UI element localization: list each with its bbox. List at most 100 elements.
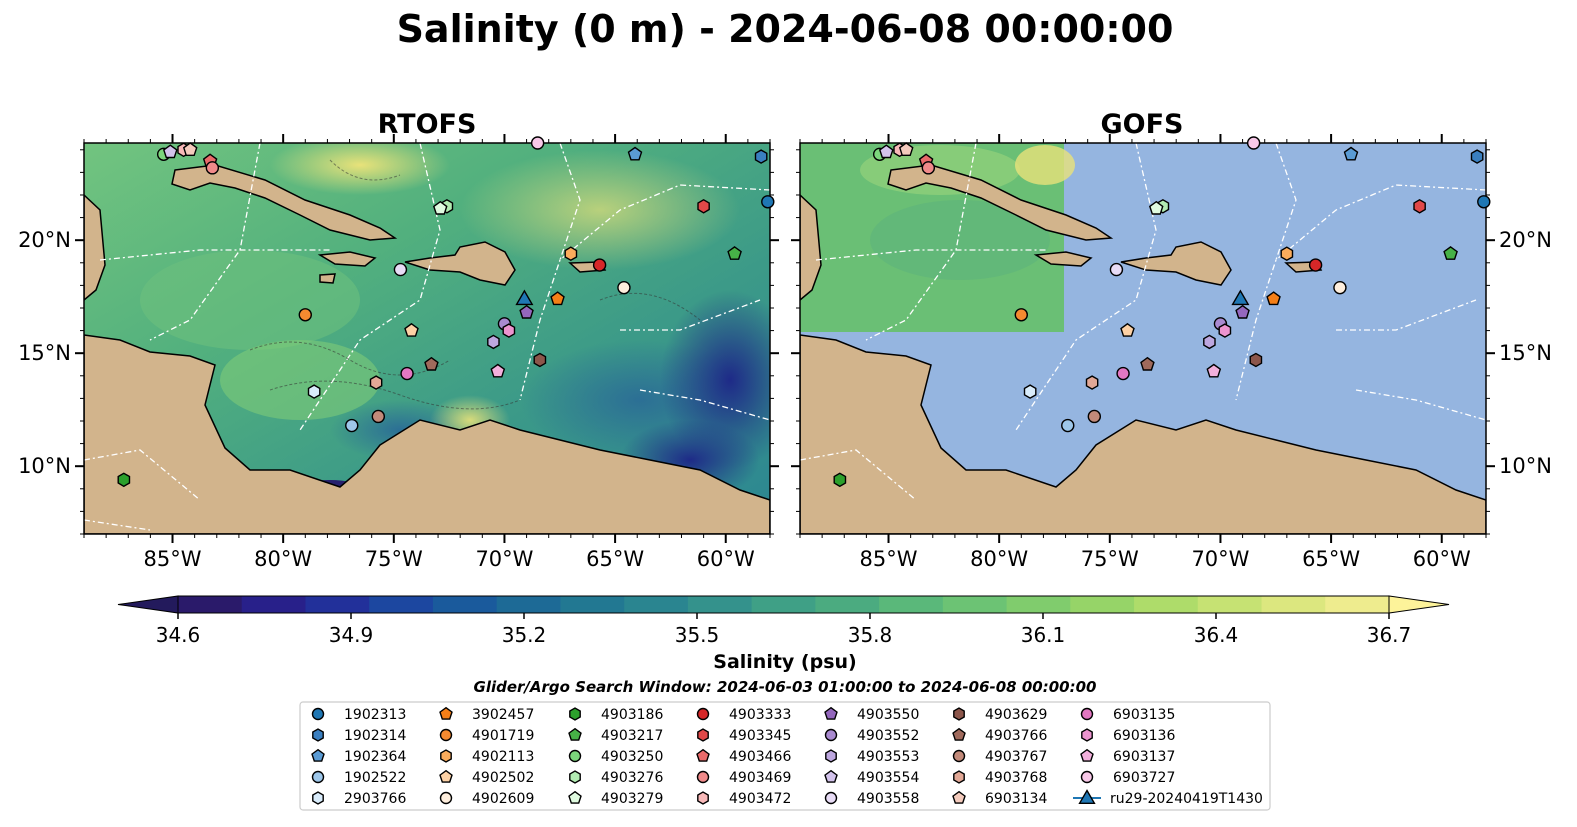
legend-marker [311,770,325,784]
colorbar-bin [1261,596,1326,613]
float-marker-4903217 [727,246,742,260]
legend-item-4903250: 4903250 [568,749,663,765]
legend-label: 4903217 [601,728,663,744]
legend-label: 4903553 [857,749,919,765]
colorbar-bin [178,596,243,613]
legend-item-4903550: 4903550 [824,706,919,723]
float-marker-1902313 [761,195,775,209]
legend-item-4903186: 4903186 [569,707,663,723]
colorbar-bin [241,596,306,613]
colorbar-bin [687,596,753,613]
float-marker-4903553 [487,334,500,350]
colorbar-tick-label: 36.1 [1021,623,1066,647]
search-window-note: Glider/Argo Search Window: 2024-06-03 01… [474,678,1097,696]
legend-label: 6903135 [1113,707,1175,723]
colorbar-bin [369,596,434,613]
legend-label: 4903466 [729,749,791,765]
legend-marker [696,770,710,784]
legend-item-4903553: 4903553 [825,749,919,765]
legend-label: 4901719 [472,728,534,744]
float-marker-4903554 [162,144,178,159]
legend-item-4903552: 4903552 [824,728,919,744]
lat-tick-label: 20°N [1499,228,1552,252]
lon-tick-label: 80°W [970,547,1028,571]
colorbar-bin [624,596,689,613]
colorbar-tick-label: 35.8 [848,623,893,647]
float-marker-6903727 [530,136,545,150]
float-marker-4903279 [432,200,448,215]
float-marker-4902113 [1280,246,1294,262]
float-marker-ru29-20240419T1430 [515,289,534,306]
legend-item-4903768: 4903768 [953,770,1047,786]
legend-item-4902609: 4902609 [439,791,534,807]
float-marker-4903767 [371,409,386,424]
legend-item-6903134: 6903134 [952,790,1047,807]
legend-label: 6903134 [985,791,1047,807]
legend-item-ru29-20240419T1430: ru29-20240419T1430 [1073,789,1263,807]
legend-item-4903554: 4903554 [824,769,919,786]
legend-marker [439,706,453,720]
legend-label: 4903333 [729,707,791,723]
float-marker-4902502 [1120,322,1135,337]
float-marker-3902457 [550,291,565,306]
legend-label: 4903276 [601,770,663,786]
panel-rtofs: RTOFS [18,109,779,571]
colorbar-bin [496,596,561,613]
colorbar-tick-label: 34.9 [329,623,374,647]
land-rtofs [84,164,770,534]
float-marker-4903186 [833,472,847,488]
lon-tick-label: 85°W [144,547,202,571]
colorbar-bin [305,596,370,613]
float-marker-4903279 [1148,200,1164,215]
float-marker-4903333 [592,258,607,272]
markers-gofs [833,136,1491,488]
legend-marker [440,749,452,763]
legend-marker [953,770,965,784]
legend-label: 2903766 [344,791,406,807]
float-marker-4902609 [1333,280,1347,295]
float-marker-1902522 [345,418,359,433]
legend-label: 4903250 [601,749,663,765]
legend-marker [696,707,710,721]
legend-label: 4903469 [729,770,791,786]
legend-marker [697,791,709,805]
colorbar-bin [815,596,880,613]
float-marker-4903766 [1140,356,1155,371]
legend-marker [952,727,966,741]
legend-marker [312,728,324,742]
legend-label: 6903137 [1113,749,1175,765]
legend-marker [569,707,581,721]
legend-marker [952,749,966,763]
float-marker-6903134 [898,142,914,157]
float-marker-1902313 [1477,195,1491,209]
panel-gofs: GOFS [791,109,1552,571]
float-marker-3902457 [1266,291,1281,306]
legend-marker [824,769,838,783]
legend-item-1902313: 1902313 [311,707,406,723]
float-marker-4903345 [697,198,710,214]
colorbar-frame [177,595,1390,614]
legend-label: 4903766 [985,728,1047,744]
lon-tick-label: 65°W [1302,547,1360,571]
legend-label: 1902364 [344,749,406,765]
figure-title: Salinity (0 m) - 2024-06-08 00:00:00 [397,7,1174,51]
float-marker-4903550 [1235,304,1250,319]
legend-item-6903137: 6903137 [1080,748,1175,765]
colorbar-tick-label: 35.5 [675,623,720,647]
colorbar-bin [879,596,944,613]
legend-marker [439,728,453,742]
lon-tick-label: 65°W [586,547,644,571]
legend-item-4903333: 4903333 [696,707,791,723]
float-marker-4903558 [393,262,408,277]
lon-tick-label: 70°W [1191,547,1249,571]
legend-label: 1902522 [344,770,406,786]
legend-item-4903767: 4903767 [952,749,1047,765]
legend-label: 4903186 [601,707,663,723]
lon-tick-label: 75°W [365,547,423,571]
colorbar-bin [942,596,1008,613]
legend: 1902313 1902314 1902364 1902522 2903766 39024… [299,701,1271,811]
float-marker-4903553 [1203,334,1216,350]
float-marker-4901719 [1014,308,1028,322]
legend-label: 4903472 [729,791,791,807]
map-frame-rtofs [83,142,771,535]
